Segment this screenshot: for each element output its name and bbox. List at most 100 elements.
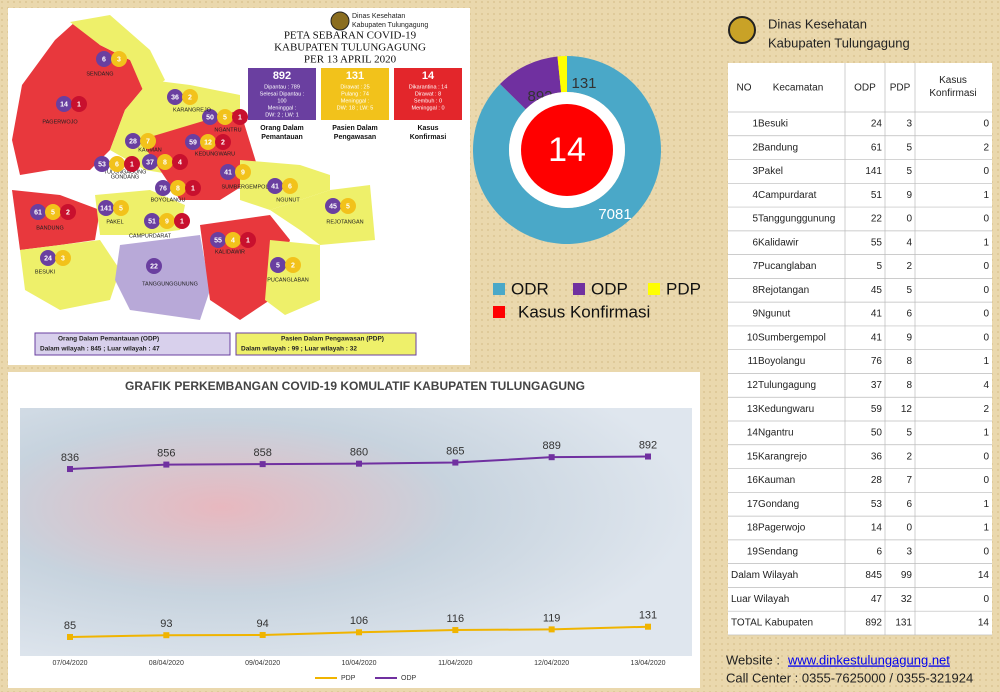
district-bubble: [55, 250, 71, 266]
district-name: SENDANG: [86, 71, 113, 77]
district-value: 2: [291, 262, 295, 269]
district-value: 61: [34, 209, 42, 216]
district-value: 8: [176, 185, 180, 192]
legend-swatch: [573, 283, 585, 295]
row-no: 10: [747, 332, 759, 343]
district-bubble: [40, 250, 56, 266]
district-name: GONDANG: [111, 174, 139, 180]
row-name: Sumbergempol: [758, 332, 826, 343]
map-title: PER 13 APRIL 2020: [304, 54, 397, 66]
summary-value: 131: [895, 618, 912, 629]
stat-box: [321, 68, 389, 120]
district-value: 2: [221, 139, 225, 146]
district-value: 1: [130, 161, 134, 168]
row-value: 28: [871, 475, 883, 486]
district-bubble: [235, 164, 251, 180]
row-value: 2: [906, 261, 912, 272]
data-label: 889: [542, 440, 560, 452]
table-header: Kasus Konfirmasi: [929, 75, 976, 99]
header-org: Dinas Kesehatan: [768, 16, 867, 31]
map-legend-title: Orang Dalam Pemantauan (ODP): [58, 336, 159, 343]
district-bubble: [94, 156, 110, 172]
district-bubble: [60, 204, 76, 220]
website-link[interactable]: www.dinkestulungagung.net: [787, 652, 950, 667]
row-no: 3: [752, 166, 758, 177]
row-value: 41: [871, 309, 883, 320]
row-value: 3: [906, 546, 912, 557]
map-title: PETA SEBARAN COVID-19: [284, 30, 417, 42]
district-value: 8: [163, 159, 167, 166]
row-value: 7: [906, 475, 912, 486]
stat-label: Konfirmasi: [410, 134, 447, 141]
district-value: 1: [180, 218, 184, 225]
summary-value: 47: [871, 594, 883, 605]
data-label: 85: [64, 620, 76, 632]
district-value: 5: [276, 262, 280, 269]
row-name: Sendang: [758, 546, 798, 557]
stat-detail: Selesai Dipantau :: [260, 91, 305, 97]
legend-label: PDP: [666, 279, 701, 298]
district-value: 76: [159, 185, 167, 192]
stat-detail: 100: [277, 98, 286, 104]
row-value: 1: [983, 523, 989, 534]
summary-value: 14: [978, 570, 990, 581]
map-title: KABUPATEN TULUNGAGUNG: [274, 42, 426, 54]
data-label: 858: [253, 447, 271, 459]
legend-label: Kasus Konfirmasi: [518, 302, 650, 321]
district-name: REJOTANGAN: [326, 219, 363, 225]
row-value: 4: [983, 380, 989, 391]
district-value: 45: [329, 203, 337, 210]
data-point: [548, 454, 555, 461]
row-no: 14: [747, 428, 759, 439]
district-bubble: [202, 109, 218, 125]
row-value: 1: [983, 190, 989, 201]
row-no: 15: [747, 451, 759, 462]
row-value: 5: [906, 166, 912, 177]
row-value: 6: [906, 499, 912, 510]
legend-label: ODR: [511, 279, 549, 298]
logo: [728, 16, 756, 44]
row-name: Kedungwaru: [758, 404, 814, 415]
row-value: 0: [906, 214, 912, 225]
district-bubble: [267, 178, 283, 194]
row-no: 16: [747, 475, 759, 486]
table-header: PDP: [890, 83, 911, 94]
stat-detail: Pulang : 74: [341, 91, 369, 97]
row-no: 13: [747, 404, 759, 415]
legend-swatch: [648, 283, 660, 295]
district-value: 7: [146, 138, 150, 145]
district-bubble: [225, 232, 241, 248]
website-label: Website :: [726, 652, 780, 667]
district-bubble: [113, 200, 129, 216]
district-name: TANGGUNGGUNUNG: [142, 281, 198, 287]
row-no: 9: [752, 309, 758, 320]
row-value: 41: [871, 332, 883, 343]
row-value: 1: [983, 428, 989, 439]
donut-segment: [500, 56, 562, 110]
district-value: 6: [115, 161, 119, 168]
row-no: 12: [747, 380, 759, 391]
data-label: 131: [639, 610, 657, 622]
stat-label: Kasus: [417, 125, 438, 132]
row-value: 5: [906, 428, 912, 439]
district-name: SUMBERGEMPOL: [221, 184, 268, 190]
stat-detail: DW: 18 ; LW: 5: [337, 105, 374, 111]
row-no: 18: [747, 523, 759, 534]
district-value: 5: [51, 209, 55, 216]
center-value: 14: [548, 131, 586, 169]
row-value: 76: [871, 356, 883, 367]
district-bubble: [56, 96, 72, 112]
district-bubble: [144, 213, 160, 229]
district-bubble: [111, 51, 127, 67]
legend-box: [34, 332, 231, 356]
row-no: 2: [752, 142, 758, 153]
row-no: 7: [752, 261, 758, 272]
legend-label: ODP: [591, 279, 628, 298]
stat-label: Orang Dalam: [260, 125, 304, 132]
row-value: 0: [983, 285, 989, 296]
row-name: Kauman: [758, 475, 795, 486]
district-bubble: [217, 109, 233, 125]
district-bubble: [98, 200, 114, 216]
data-point: [452, 627, 459, 634]
stat-detail: Meninggal :: [268, 105, 297, 111]
